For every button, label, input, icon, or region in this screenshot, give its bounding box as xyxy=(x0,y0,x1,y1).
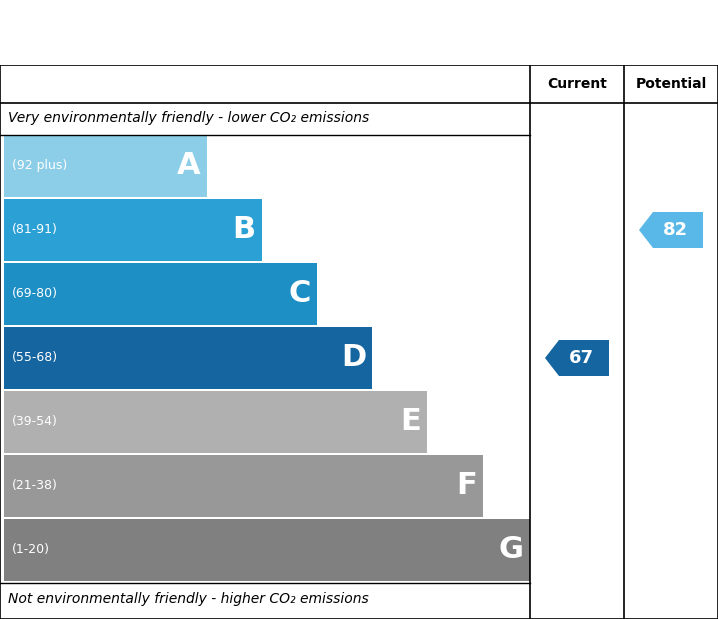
Polygon shape xyxy=(639,212,703,248)
Text: 82: 82 xyxy=(663,221,688,239)
Text: A: A xyxy=(177,152,200,181)
Bar xyxy=(4,455,482,517)
Bar xyxy=(4,199,262,261)
Text: (92 plus): (92 plus) xyxy=(12,160,67,173)
Bar xyxy=(4,391,427,453)
Text: (69-80): (69-80) xyxy=(12,287,58,300)
Text: D: D xyxy=(341,344,366,373)
Polygon shape xyxy=(545,340,609,376)
Bar xyxy=(4,135,207,197)
Text: Potential: Potential xyxy=(635,77,707,91)
Text: (1-20): (1-20) xyxy=(12,543,50,556)
Text: B: B xyxy=(233,215,256,245)
Text: (21-38): (21-38) xyxy=(12,480,58,493)
Text: F: F xyxy=(456,472,477,501)
Text: (39-54): (39-54) xyxy=(12,415,58,428)
Text: (81-91): (81-91) xyxy=(12,223,58,236)
Bar xyxy=(4,327,372,389)
Bar xyxy=(4,519,530,581)
Text: Not environmentally friendly - higher CO₂ emissions: Not environmentally friendly - higher CO… xyxy=(8,592,369,606)
Text: Very environmentally friendly - lower CO₂ emissions: Very environmentally friendly - lower CO… xyxy=(8,111,369,125)
Text: G: G xyxy=(499,535,524,565)
Bar xyxy=(4,263,317,325)
Text: Environmental Impact (CO₂) Rating: Environmental Impact (CO₂) Rating xyxy=(43,17,675,48)
Text: 67: 67 xyxy=(569,349,594,367)
Text: Current: Current xyxy=(547,77,607,91)
Text: (55-68): (55-68) xyxy=(12,352,58,365)
Text: C: C xyxy=(289,280,311,308)
Text: E: E xyxy=(401,407,421,436)
